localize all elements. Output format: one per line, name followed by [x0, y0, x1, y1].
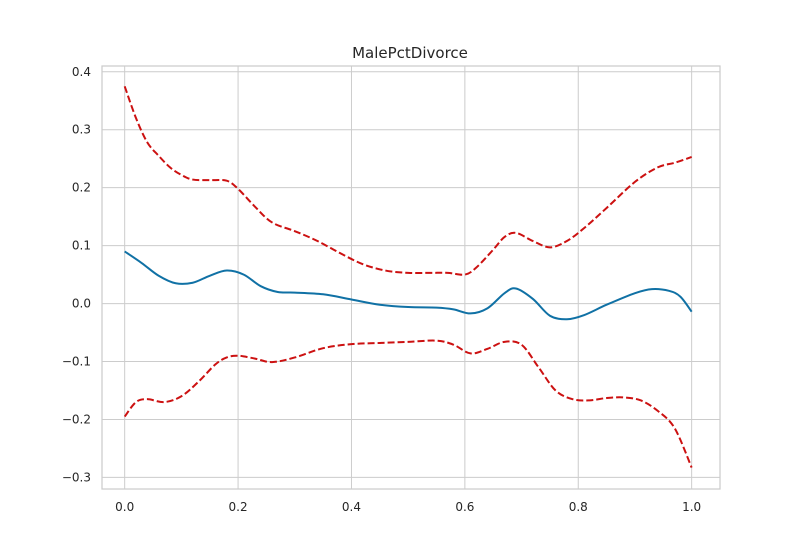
series-layer	[123, 85, 693, 468]
x-axis: 0.0 0.2 0.4 0.6 0.8 1.0	[115, 500, 701, 514]
y-tick-label: −0.2	[62, 412, 91, 426]
grid	[102, 66, 720, 489]
lower-bound-line	[123, 339, 693, 468]
y-tick-label: 0.2	[72, 181, 91, 195]
y-tick-label: 0.4	[72, 65, 91, 79]
x-tick-label: 0.6	[455, 500, 474, 514]
mean-line	[124, 250, 693, 321]
x-tick-label: 0.2	[229, 500, 248, 514]
y-tick-label: 0.3	[72, 123, 91, 137]
x-tick-label: 0.8	[569, 500, 588, 514]
chart-title: MalePctDivorce	[352, 44, 468, 62]
plot-frame	[101, 65, 721, 490]
y-tick-label: 0.1	[72, 239, 91, 253]
x-tick-label: 0.0	[115, 500, 134, 514]
y-tick-label: −0.3	[62, 470, 91, 484]
y-tick-label: 0.0	[72, 297, 91, 311]
x-tick-label: 0.4	[342, 500, 361, 514]
x-tick-label: 1.0	[682, 500, 701, 514]
y-axis: −0.3 −0.2 −0.1 0.0 0.1 0.2 0.3 0.4	[62, 65, 91, 485]
upper-bound-line	[123, 85, 692, 276]
y-tick-label: −0.1	[62, 355, 91, 369]
